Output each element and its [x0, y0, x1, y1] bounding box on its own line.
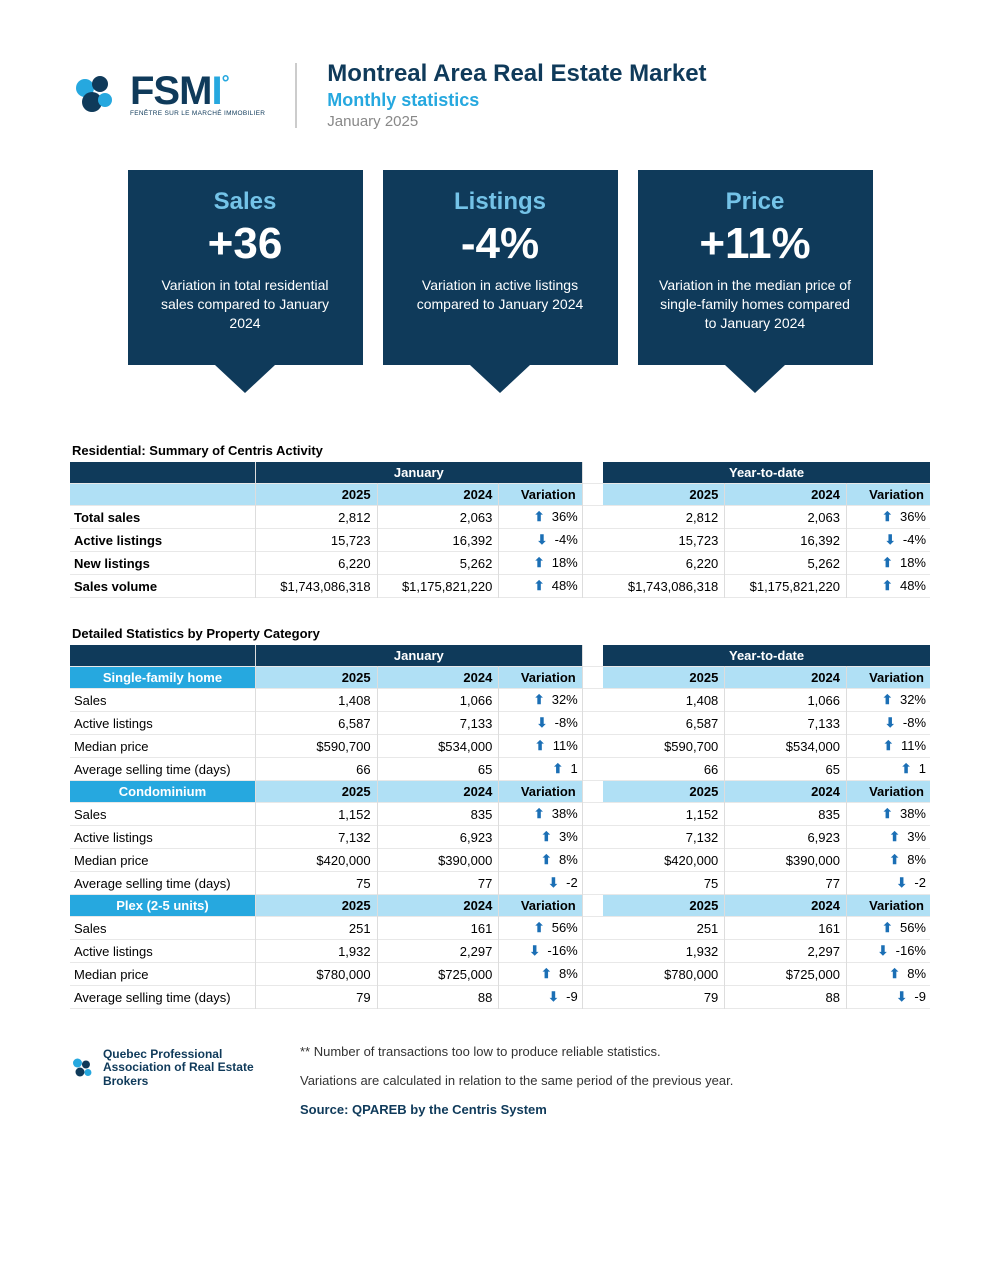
title-block: Montreal Area Real Estate Market Monthly…	[327, 60, 706, 130]
arrow-down-icon: ⬇	[529, 943, 540, 958]
card-value: -4%	[403, 222, 598, 266]
card-arrow-icon	[725, 365, 785, 393]
arrow-up-icon: ⬆	[552, 761, 563, 776]
arrow-up-icon: ⬆	[882, 806, 893, 821]
arrow-up-icon: ⬆	[534, 555, 545, 570]
stat-card: Sales +36 Variation in total residential…	[128, 170, 363, 393]
arrow-down-icon: ⬇	[885, 715, 896, 730]
detail-title: Detailed Statistics by Property Category	[72, 626, 930, 641]
fsm-logo-icon	[70, 70, 120, 120]
card-arrow-icon	[470, 365, 530, 393]
card-value: +11%	[658, 222, 853, 266]
table-row: Sales volume $1,743,086,318 $1,175,821,2…	[70, 575, 930, 598]
arrow-up-icon: ⬆	[889, 829, 900, 844]
table-row: Active listings 1,932 2,297 ⬇ -16% 1,932…	[70, 940, 930, 963]
stat-card: Listings -4% Variation in active listing…	[383, 170, 618, 393]
footnote-2: Variations are calculated in relation to…	[300, 1073, 930, 1088]
stat-card: Price +11% Variation in the median price…	[638, 170, 873, 393]
header-divider	[295, 63, 297, 128]
arrow-up-icon: ⬆	[882, 692, 893, 707]
table-row: Sales 251 161 ⬆ 56% 251 161 ⬆ 56%	[70, 917, 930, 940]
footer-notes: ** Number of transactions too low to pro…	[300, 1044, 930, 1131]
table-row: Median price $780,000 $725,000 ⬆ 8% $780…	[70, 963, 930, 986]
footer-source: Source: QPAREB by the Centris System	[300, 1102, 930, 1117]
arrow-up-icon: ⬆	[889, 852, 900, 867]
arrow-up-icon: ⬆	[534, 806, 545, 821]
arrow-down-icon: ⬇	[896, 875, 907, 890]
table-row: Total sales 2,812 2,063 ⬆ 36% 2,812 2,06…	[70, 506, 930, 529]
summary-title: Residential: Summary of Centris Activity	[72, 443, 930, 458]
arrow-up-icon: ⬆	[882, 578, 893, 593]
table-row: Sales 1,152 835 ⬆ 38% 1,152 835 ⬆ 38%	[70, 803, 930, 826]
footer: Quebec Professional Association of Real …	[70, 1044, 930, 1131]
table-row: Median price $590,700 $534,000 ⬆ 11% $59…	[70, 735, 930, 758]
arrow-up-icon: ⬆	[541, 966, 552, 981]
arrow-up-icon: ⬆	[883, 738, 894, 753]
table-row: Average selling time (days) 75 77 ⬇ -2 7…	[70, 872, 930, 895]
arrow-up-icon: ⬆	[534, 578, 545, 593]
card-description: Variation in total residential sales com…	[148, 276, 343, 333]
arrow-up-icon: ⬆	[541, 852, 552, 867]
stat-cards: Sales +36 Variation in total residential…	[70, 170, 930, 393]
logo-block: FSMI° FENÊTRE SUR LE MARCHÉ IMMOBILIER	[70, 70, 265, 120]
arrow-up-icon: ⬆	[882, 509, 893, 524]
arrow-up-icon: ⬆	[534, 920, 545, 935]
arrow-up-icon: ⬆	[889, 966, 900, 981]
arrow-down-icon: ⬇	[885, 532, 896, 547]
detail-table: January Year-to-date Single-family home …	[70, 645, 930, 1009]
logo-tagline: FENÊTRE SUR LE MARCHÉ IMMOBILIER	[130, 110, 265, 117]
table-row: Average selling time (days) 79 88 ⬇ -9 7…	[70, 986, 930, 1009]
arrow-down-icon: ⬇	[548, 875, 559, 890]
table-row: Average selling time (days) 66 65 ⬆ 1 66…	[70, 758, 930, 781]
page-subtitle: Monthly statistics	[327, 90, 706, 111]
footer-logo: Quebec Professional Association of Real …	[70, 1044, 270, 1092]
arrow-up-icon: ⬆	[882, 920, 893, 935]
table-row: Active listings 7,132 6,923 ⬆ 3% 7,132 6…	[70, 826, 930, 849]
arrow-up-icon: ⬆	[535, 738, 546, 753]
arrow-down-icon: ⬇	[537, 532, 548, 547]
arrow-down-icon: ⬇	[896, 989, 907, 1004]
footnote-1: ** Number of transactions too low to pro…	[300, 1044, 930, 1059]
table-row: Active listings 6,587 7,133 ⬇ -8% 6,587 …	[70, 712, 930, 735]
page-date: January 2025	[327, 113, 706, 130]
arrow-up-icon: ⬆	[541, 829, 552, 844]
arrow-up-icon: ⬆	[882, 555, 893, 570]
card-title: Listings	[403, 188, 598, 216]
page-title: Montreal Area Real Estate Market	[327, 60, 706, 88]
card-arrow-icon	[215, 365, 275, 393]
arrow-up-icon: ⬆	[901, 761, 912, 776]
logo-text: FSMI°	[130, 74, 265, 108]
footer-org-name: Quebec Professional Association of Real …	[103, 1048, 270, 1088]
table-row: Median price $420,000 $390,000 ⬆ 8% $420…	[70, 849, 930, 872]
card-description: Variation in the median price of single-…	[658, 276, 853, 333]
qpareb-logo-icon	[70, 1044, 95, 1092]
table-row: New listings 6,220 5,262 ⬆ 18% 6,220 5,2…	[70, 552, 930, 575]
table-row: Active listings 15,723 16,392 ⬇ -4% 15,7…	[70, 529, 930, 552]
arrow-up-icon: ⬆	[534, 509, 545, 524]
card-value: +36	[148, 222, 343, 266]
arrow-down-icon: ⬇	[548, 989, 559, 1004]
table-row: Sales 1,408 1,066 ⬆ 32% 1,408 1,066 ⬆ 32…	[70, 689, 930, 712]
arrow-down-icon: ⬇	[537, 715, 548, 730]
header: FSMI° FENÊTRE SUR LE MARCHÉ IMMOBILIER M…	[70, 60, 930, 130]
summary-table: January Year-to-date 2025 2024 Variation…	[70, 462, 930, 598]
card-title: Price	[658, 188, 853, 216]
arrow-down-icon: ⬇	[878, 943, 889, 958]
card-description: Variation in active listings compared to…	[403, 276, 598, 314]
arrow-up-icon: ⬆	[534, 692, 545, 707]
card-title: Sales	[148, 188, 343, 216]
